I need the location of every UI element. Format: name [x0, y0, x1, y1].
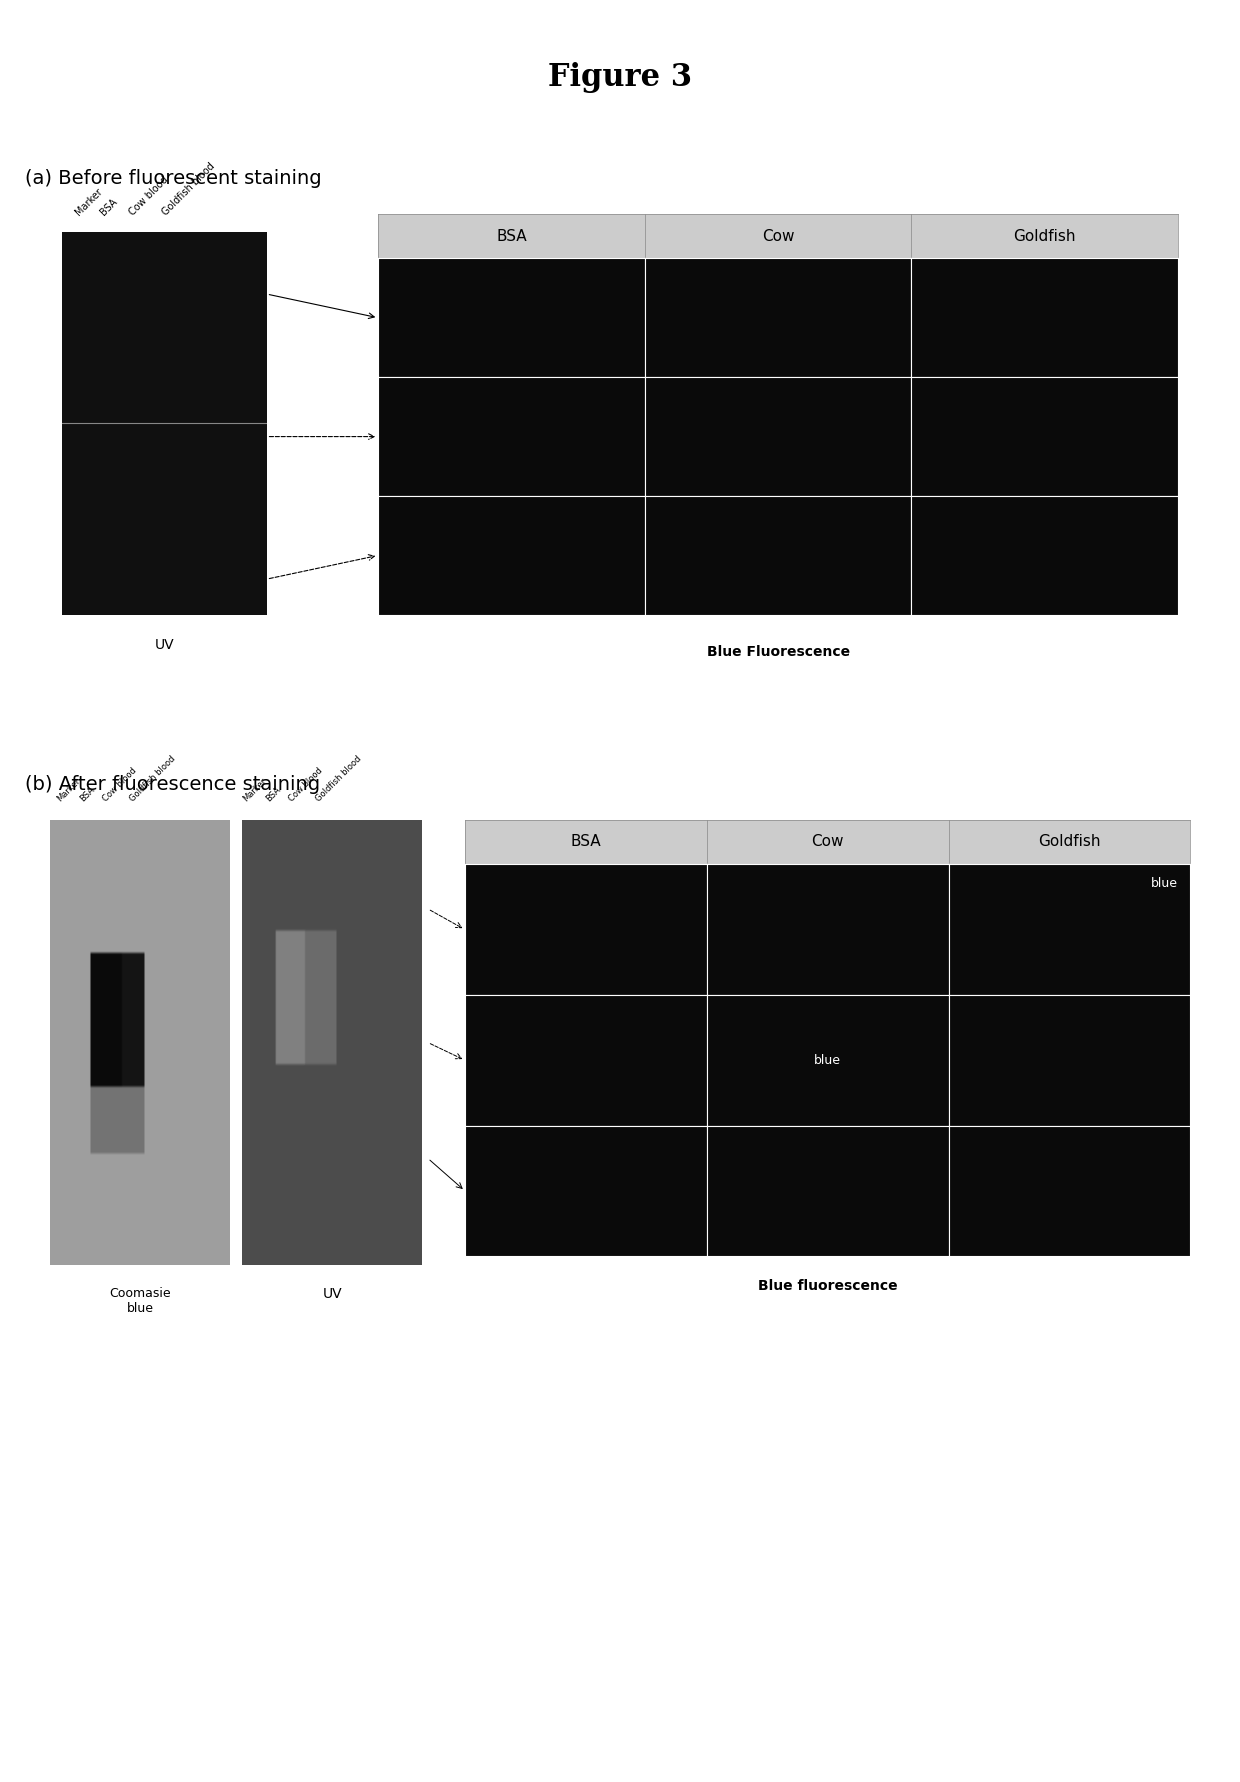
Text: BSA: BSA — [264, 786, 283, 804]
Text: Marker: Marker — [73, 187, 104, 217]
Text: Cow blood: Cow blood — [288, 766, 325, 804]
Text: Goldfish blood: Goldfish blood — [160, 160, 217, 217]
Text: blue: blue — [1151, 877, 1178, 891]
Text: Cow blood: Cow blood — [126, 175, 170, 217]
Text: Blue Fluorescence: Blue Fluorescence — [707, 645, 849, 659]
Text: (a) Before fluorescent staining: (a) Before fluorescent staining — [25, 169, 321, 189]
Text: BSA: BSA — [570, 834, 601, 850]
Text: BSA: BSA — [496, 228, 527, 244]
Text: UV: UV — [155, 638, 175, 652]
Text: Cow: Cow — [761, 228, 795, 244]
Text: UV: UV — [322, 1287, 342, 1301]
Text: Coomasie
blue: Coomasie blue — [109, 1287, 171, 1315]
Text: Goldfish blood: Goldfish blood — [314, 754, 362, 804]
Text: blue: blue — [815, 1053, 841, 1067]
Text: BSA: BSA — [98, 196, 119, 217]
Text: Figure 3: Figure 3 — [548, 62, 692, 93]
Text: (b) After fluorescence staining: (b) After fluorescence staining — [25, 775, 320, 795]
Text: Goldfish blood: Goldfish blood — [128, 754, 176, 804]
Text: BSA: BSA — [78, 786, 97, 804]
Text: Marker: Marker — [242, 777, 269, 804]
Text: Cow: Cow — [811, 834, 844, 850]
Text: Marker: Marker — [56, 777, 83, 804]
Text: Blue fluorescence: Blue fluorescence — [758, 1279, 898, 1294]
Text: Goldfish: Goldfish — [1013, 228, 1076, 244]
Text: Cow blood: Cow blood — [102, 766, 139, 804]
Text: Goldfish: Goldfish — [1038, 834, 1101, 850]
